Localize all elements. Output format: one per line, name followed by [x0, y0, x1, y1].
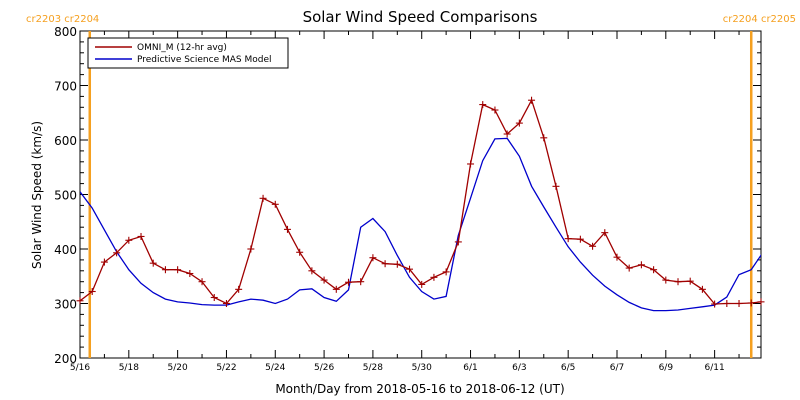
data-point-omni [540, 134, 548, 142]
data-point-omni [259, 194, 267, 202]
x-tick-label: 5/18 [119, 363, 139, 373]
data-point-omni [711, 300, 719, 308]
data-point-omni [369, 254, 377, 262]
data-point-omni [406, 265, 414, 273]
y-tick-label: 400 [54, 243, 77, 257]
data-point-omni [674, 278, 682, 286]
data-point-omni [113, 249, 121, 257]
plot-frame [79, 30, 762, 359]
data-point-omni [515, 119, 523, 127]
carrington-label-left: cr2203 cr2204 [26, 14, 99, 25]
data-point-omni [88, 288, 96, 296]
data-point-omni [698, 285, 706, 293]
data-point-omni [467, 160, 475, 168]
y-tick-label: 600 [54, 134, 77, 148]
data-point-omni [564, 235, 572, 243]
x-tick-label: 6/5 [561, 363, 575, 373]
data-point-omni [503, 130, 511, 138]
legend-label-omni: OMNI_M (12-hr avg) [137, 43, 227, 53]
plot-axes: 200 300 400 500 600 700 800 5/16 5/18 5/20 5/22 5/2… [54, 25, 762, 373]
x-tick-label: 6/3 [512, 363, 526, 373]
data-point-omni [344, 278, 352, 286]
x-tick-label: 6/1 [463, 363, 477, 373]
data-point-omni [161, 266, 169, 274]
x-tick-label: 5/20 [168, 363, 188, 373]
carrington-label-right: cr2204 cr2205 [723, 14, 796, 25]
data-point-omni [198, 278, 206, 286]
data-point-omni [662, 276, 670, 284]
x-tick-label: 5/30 [412, 363, 432, 373]
data-point-omni [723, 300, 731, 307]
data-point-omni [479, 101, 487, 109]
data-point-omni [747, 299, 755, 307]
x-tick-label: 5/26 [314, 363, 334, 373]
y-tick-label: 300 [54, 298, 77, 312]
x-axis-label: Month/Day from 2018-05-16 to 2018-06-12 … [275, 382, 564, 396]
x-tick-label: 5/16 [70, 363, 90, 373]
data-point-omni [686, 277, 694, 285]
data-point-omni [271, 200, 279, 208]
data-point-omni [418, 280, 426, 288]
data-point-omni [454, 238, 462, 246]
carrington-lines [88, 31, 753, 358]
data-point-omni [430, 273, 438, 281]
data-point-omni [235, 285, 243, 293]
data-point-omni [650, 266, 658, 274]
y-tick-label: 800 [54, 25, 77, 39]
series-line-omni [80, 98, 761, 305]
data-point-omni [125, 236, 133, 244]
data-point-omni [137, 232, 145, 240]
data-point-omni [308, 267, 316, 275]
x-tick-label: 6/7 [610, 363, 624, 373]
x-tick-label: 5/22 [216, 363, 236, 373]
data-point-omni [757, 298, 765, 306]
chart-title: Solar Wind Speed Comparisons [303, 8, 538, 26]
y-axis-label: Solar Wind Speed (km/s) [30, 121, 44, 269]
data-point-omni [186, 270, 194, 278]
data-point-omni [601, 229, 609, 237]
series-line-mas [80, 137, 761, 312]
x-tick-label: 5/28 [363, 363, 383, 373]
data-point-omni [332, 285, 340, 293]
x-tick-label: 6/11 [705, 363, 725, 373]
data-point-omni [381, 260, 389, 268]
data-point-omni [442, 268, 450, 276]
data-point-omni [613, 253, 621, 261]
data-point-omni [296, 248, 304, 256]
data-point-omni [76, 297, 84, 305]
data-point-omni [320, 276, 328, 284]
data-point-omni [625, 264, 633, 272]
data-point-omni [735, 300, 743, 307]
data-point-omni [247, 245, 255, 253]
data-point-omni [576, 235, 584, 243]
legend-box [87, 37, 289, 69]
y-tick-label: 500 [54, 189, 77, 203]
data-point-omni [149, 259, 157, 267]
data-point-omni [552, 182, 560, 190]
data-point-omni [210, 294, 218, 302]
y-tick-label: 200 [54, 352, 77, 366]
series-layer [76, 96, 765, 312]
x-tick-label: 5/24 [265, 363, 285, 373]
y-tick-label: 700 [54, 80, 77, 94]
data-point-omni [100, 258, 108, 266]
data-point-omni [283, 225, 291, 233]
data-point-omni [491, 106, 499, 114]
data-point-omni [589, 242, 597, 250]
data-point-omni [357, 278, 365, 286]
legend: OMNI_M (12-hr avg) Predictive Science MA… [87, 37, 289, 69]
data-point-omni [174, 266, 182, 274]
data-point-omni [637, 261, 645, 269]
x-tick-label: 6/9 [659, 363, 674, 373]
data-point-omni [393, 260, 401, 268]
legend-label-mas: Predictive Science MAS Model [137, 55, 272, 65]
data-point-omni [222, 300, 230, 307]
data-point-omni [528, 96, 536, 104]
